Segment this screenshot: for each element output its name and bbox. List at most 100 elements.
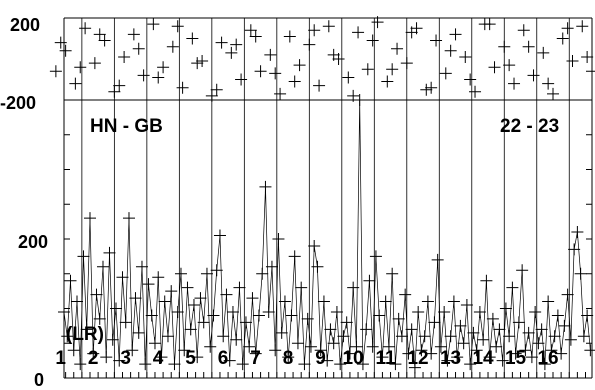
series-point — [139, 358, 152, 371]
series-point — [363, 274, 376, 287]
top-scatter-point — [69, 77, 82, 90]
top-scatter-point — [210, 83, 223, 96]
series-point — [83, 212, 96, 225]
series-point — [194, 292, 207, 305]
series-point — [503, 330, 516, 343]
series-point — [119, 316, 132, 329]
series-point — [347, 281, 360, 294]
top-scatter-point — [508, 77, 521, 90]
series-point — [239, 316, 252, 329]
series-point — [96, 260, 109, 273]
series-point — [568, 243, 581, 256]
series-point — [191, 351, 204, 364]
bottom-panel: HN - GB 22 - 23 200 0 (LR)1 2 3 4 5 6 7 8 9 10 11 1… — [18, 18, 595, 390]
top-scatter-point — [215, 36, 228, 49]
top-scatter-point — [113, 79, 126, 92]
series-point — [265, 260, 278, 273]
series-point — [272, 233, 285, 245]
x-group-label: 15 — [505, 348, 527, 369]
top-scatter-point — [361, 63, 374, 76]
top-scatter-point — [327, 48, 340, 61]
top-scatter-point — [547, 87, 560, 100]
x-group-label: 13 — [440, 348, 461, 369]
top-panel: 200 -200 — [0, 15, 595, 113]
x-group-label: 12 — [407, 348, 428, 369]
series-point — [360, 323, 373, 336]
series-point — [483, 351, 496, 364]
series-point — [532, 337, 545, 350]
top-scatter-point — [469, 85, 482, 98]
series-point — [77, 250, 90, 263]
top-scatter-point — [420, 83, 433, 96]
series-point — [236, 358, 249, 371]
series-point — [438, 305, 451, 318]
series-point — [327, 337, 340, 350]
bottom-ytick-label-0: 0 — [34, 370, 44, 390]
series-point — [80, 323, 93, 336]
bottom-ytick-label-200: 200 — [18, 232, 48, 252]
series-point — [512, 316, 525, 329]
top-ytick-label-200: 200 — [10, 15, 40, 35]
series-point — [551, 309, 564, 322]
series-point — [74, 358, 87, 371]
x-group-label: 11 — [376, 348, 397, 369]
top-scatter-point — [225, 46, 238, 59]
series-point — [558, 319, 571, 332]
series-point — [337, 330, 350, 343]
series-point — [382, 340, 395, 353]
series-point — [301, 312, 314, 325]
series-point — [509, 347, 522, 360]
series-point — [408, 361, 421, 374]
series-point — [581, 309, 594, 322]
series-point — [298, 358, 311, 371]
top-scatter-point — [171, 20, 184, 33]
series-point — [577, 330, 590, 343]
series-point — [278, 295, 291, 308]
series-point — [477, 333, 490, 346]
series-point — [61, 330, 74, 343]
series-point — [350, 340, 363, 353]
series-point — [373, 309, 386, 322]
series-point — [499, 302, 512, 315]
top-scatter-point — [157, 61, 170, 74]
series-point — [252, 309, 265, 322]
series-point — [288, 250, 301, 263]
series-point — [334, 358, 347, 371]
series-point — [473, 305, 486, 318]
top-scatter-point — [74, 61, 87, 74]
top-scatter-point — [522, 40, 535, 53]
series-point — [405, 323, 418, 336]
series-point — [330, 305, 343, 318]
series-point — [295, 281, 308, 294]
series-point — [490, 340, 503, 353]
x-group-label: 8 — [283, 348, 294, 369]
top-scatter-point — [274, 87, 287, 100]
series-point — [519, 344, 532, 357]
top-scatter-point — [230, 38, 243, 51]
top-scatter-point — [93, 28, 106, 41]
series-points — [58, 94, 595, 374]
top-scatter-point — [444, 44, 457, 57]
series-point — [317, 295, 330, 308]
top-scatter-point — [196, 55, 209, 68]
series-point — [58, 305, 70, 318]
series-point — [308, 239, 321, 252]
series-point — [109, 302, 122, 315]
top-scatter-point — [288, 75, 301, 88]
series-point — [321, 354, 334, 367]
series-point — [425, 347, 438, 360]
series-point — [200, 267, 213, 280]
series-point — [220, 288, 233, 301]
series-point — [226, 305, 239, 318]
series-point — [343, 347, 356, 360]
top-scatter-point — [537, 46, 550, 59]
series-point — [340, 316, 353, 329]
series-point — [386, 267, 399, 280]
top-scatter-point — [405, 26, 418, 39]
top-scatter-point — [366, 34, 379, 47]
top-scatter-points — [49, 16, 595, 102]
series-point — [366, 340, 379, 353]
series-point — [421, 295, 434, 308]
series-point — [67, 344, 80, 357]
series-point — [132, 326, 145, 339]
